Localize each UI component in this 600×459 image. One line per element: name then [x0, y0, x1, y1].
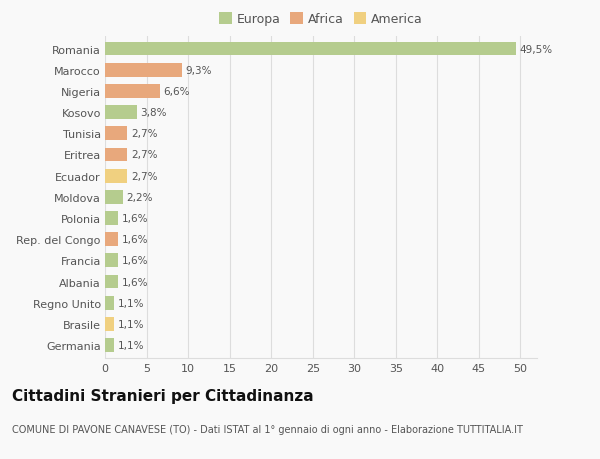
- Text: 2,7%: 2,7%: [131, 171, 157, 181]
- Text: 49,5%: 49,5%: [520, 45, 553, 55]
- Text: 1,6%: 1,6%: [122, 213, 148, 224]
- Text: 2,7%: 2,7%: [131, 129, 157, 139]
- Text: Cittadini Stranieri per Cittadinanza: Cittadini Stranieri per Cittadinanza: [12, 388, 314, 403]
- Text: 2,7%: 2,7%: [131, 150, 157, 160]
- Bar: [105, 43, 516, 56]
- Text: 1,6%: 1,6%: [122, 277, 148, 287]
- Bar: [105, 296, 114, 310]
- Bar: [105, 212, 118, 225]
- Bar: [105, 254, 118, 268]
- Text: COMUNE DI PAVONE CANAVESE (TO) - Dati ISTAT al 1° gennaio di ogni anno - Elabora: COMUNE DI PAVONE CANAVESE (TO) - Dati IS…: [12, 425, 523, 435]
- Bar: [105, 275, 118, 289]
- Text: 1,6%: 1,6%: [122, 256, 148, 266]
- Bar: [105, 127, 127, 141]
- Text: 1,1%: 1,1%: [118, 319, 144, 329]
- Legend: Europa, Africa, America: Europa, Africa, America: [217, 11, 425, 29]
- Bar: [105, 106, 137, 120]
- Text: 9,3%: 9,3%: [185, 66, 212, 76]
- Text: 1,1%: 1,1%: [118, 340, 144, 350]
- Text: 1,1%: 1,1%: [118, 298, 144, 308]
- Bar: [105, 64, 182, 78]
- Bar: [105, 85, 160, 99]
- Bar: [105, 317, 114, 331]
- Bar: [105, 148, 127, 162]
- Bar: [105, 233, 118, 246]
- Text: 3,8%: 3,8%: [140, 108, 166, 118]
- Text: 6,6%: 6,6%: [163, 87, 190, 97]
- Bar: [105, 190, 123, 204]
- Bar: [105, 338, 114, 352]
- Text: 2,2%: 2,2%: [127, 192, 153, 202]
- Text: 1,6%: 1,6%: [122, 235, 148, 245]
- Bar: [105, 169, 127, 183]
